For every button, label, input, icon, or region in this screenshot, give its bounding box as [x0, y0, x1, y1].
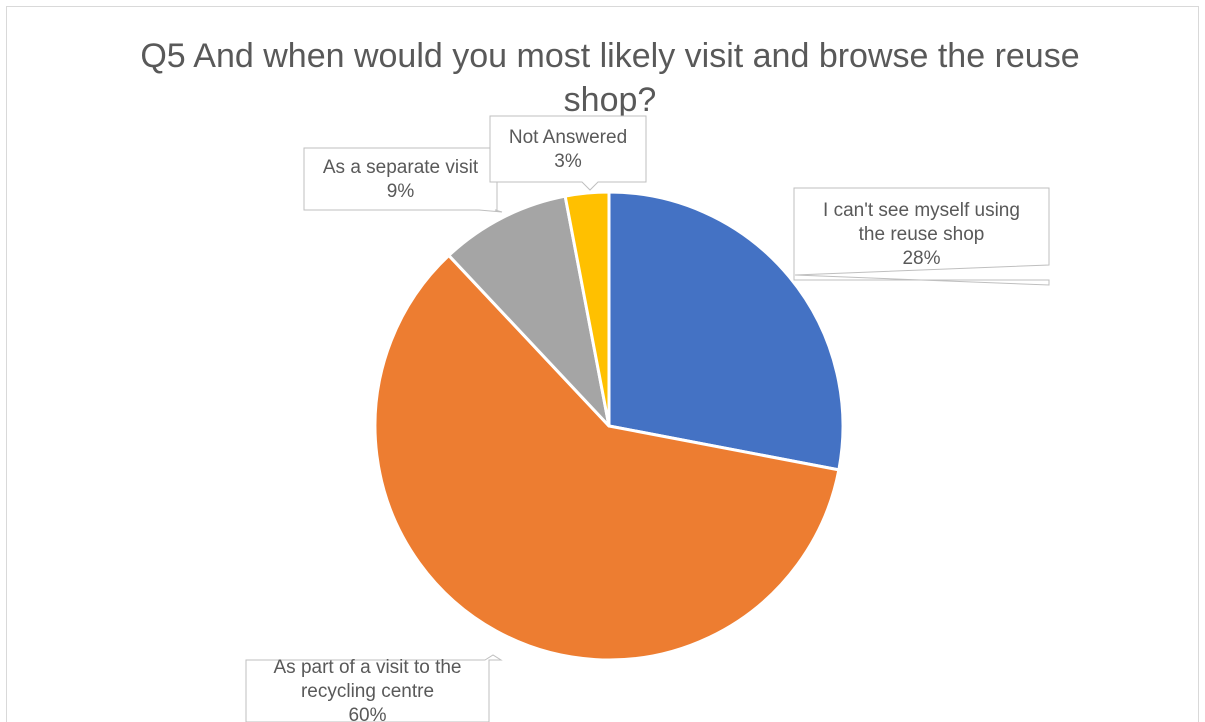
data-label-category: the reuse shop [859, 224, 985, 245]
data-label-value: 9% [387, 181, 415, 202]
callout-2: As a separate visit 9% [303, 147, 503, 213]
callout-3: Not Answered 3% [489, 115, 647, 191]
data-label-category: recycling centre [301, 681, 434, 702]
callout-box [245, 654, 503, 722]
pie-slice-3 [563, 190, 611, 428]
pie-slices [373, 190, 845, 662]
data-label-value: 28% [902, 248, 940, 269]
data-label-callouts: I can't see myself using the reuse shop 28… [245, 115, 1050, 722]
callout-0: I can't see myself using the reuse shop 28… [793, 187, 1050, 286]
data-label-value: 60% [348, 705, 386, 722]
callout-box [793, 187, 1050, 286]
pie-slice-1 [373, 253, 841, 662]
data-label-category: I can't see myself using [823, 200, 1020, 221]
chart-title: Q5 And when would you most likely visit … [140, 37, 1080, 119]
data-label-category: Not Answered [509, 127, 627, 148]
pie-slice-2 [447, 194, 611, 428]
pie-slice-0 [607, 190, 845, 472]
data-label-category: As a separate visit [323, 157, 479, 178]
callout-box [489, 115, 647, 191]
data-label-category: As part of a visit to the [274, 657, 462, 678]
data-label-value: 3% [554, 151, 582, 172]
callout-1: As part of a visit to the recycling centr… [245, 654, 503, 722]
